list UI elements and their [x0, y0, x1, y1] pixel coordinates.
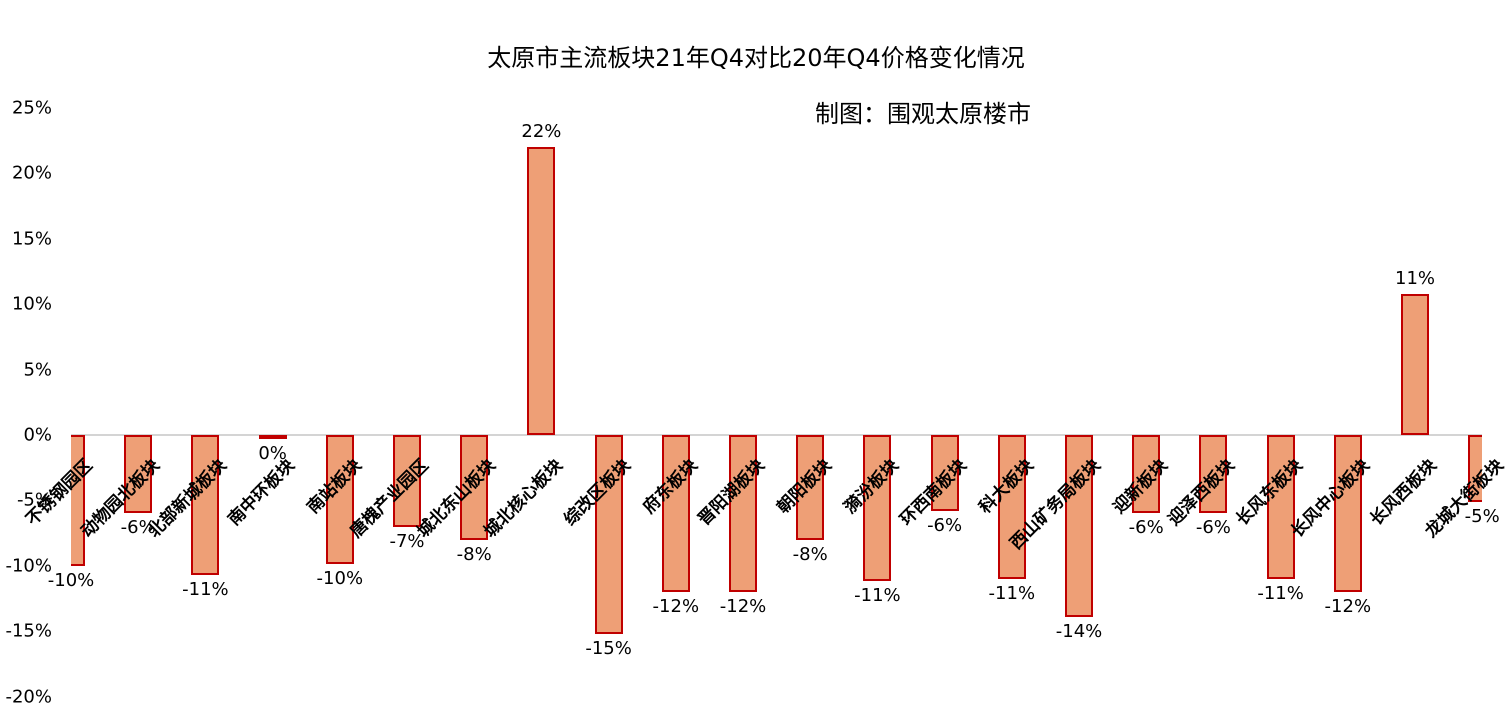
- y-tick-label: 15%: [11, 228, 52, 250]
- value-label: -11%: [1257, 582, 1304, 604]
- value-label: -6%: [1195, 517, 1231, 539]
- bar: [863, 435, 892, 582]
- value-label: -11%: [988, 582, 1036, 604]
- bar: [997, 435, 1026, 579]
- bars-container: [71, 0, 1482, 711]
- value-label: -10%: [316, 568, 364, 590]
- bar: [527, 147, 556, 435]
- y-tick-label: -20%: [5, 686, 52, 708]
- value-label: -12%: [719, 595, 767, 617]
- value-label: -6%: [927, 514, 963, 536]
- bar: [393, 435, 421, 527]
- value-label: -15%: [585, 637, 632, 659]
- chart-title: 太原市主流板块21年Q4对比20年Q4价格变化情况: [487, 44, 1025, 72]
- bar: [1401, 293, 1429, 435]
- bar: [71, 435, 85, 566]
- bar: [729, 435, 757, 592]
- y-tick-label: 10%: [11, 293, 52, 315]
- bar: [124, 435, 153, 514]
- bar: [594, 435, 623, 634]
- value-label: -6%: [120, 517, 156, 539]
- y-tick-label: 25%: [11, 97, 52, 119]
- value-label: -8%: [792, 543, 828, 565]
- value-label: -14%: [1055, 620, 1103, 642]
- value-label: -7%: [389, 530, 425, 552]
- y-tick-label: 0%: [23, 424, 52, 446]
- value-label: -11%: [854, 585, 901, 607]
- bar: [1065, 435, 1093, 617]
- bar: [1333, 435, 1362, 592]
- bar: [1468, 435, 1482, 502]
- chart-subtitle: 制图：围观太原楼市: [815, 100, 1031, 128]
- bar: [1199, 435, 1228, 514]
- y-tick-label: -15%: [5, 620, 52, 642]
- bar: [258, 435, 287, 439]
- zero-axis-line: [71, 434, 1482, 436]
- value-label: -6%: [1128, 517, 1164, 539]
- y-tick-label: 20%: [11, 162, 52, 184]
- bar: [930, 435, 959, 511]
- bar: [1266, 435, 1295, 579]
- bar: [191, 435, 220, 575]
- value-label: -11%: [182, 578, 229, 600]
- value-label: -5%: [1464, 505, 1500, 527]
- value-label: -10%: [47, 569, 95, 591]
- value-label: 22%: [521, 121, 562, 143]
- y-tick-label: -10%: [5, 555, 52, 577]
- y-tick-label: -5%: [16, 489, 52, 511]
- bar: [460, 435, 489, 540]
- bar: [325, 435, 354, 565]
- value-label: -12%: [1324, 595, 1372, 617]
- value-label: 11%: [1394, 267, 1436, 289]
- bar: [661, 435, 690, 592]
- bar: [1132, 435, 1161, 514]
- y-tick-label: 5%: [23, 359, 52, 381]
- bar: [796, 435, 825, 540]
- value-label: -8%: [456, 543, 492, 565]
- value-label: -12%: [652, 595, 700, 617]
- value-label: 0%: [258, 443, 287, 464]
